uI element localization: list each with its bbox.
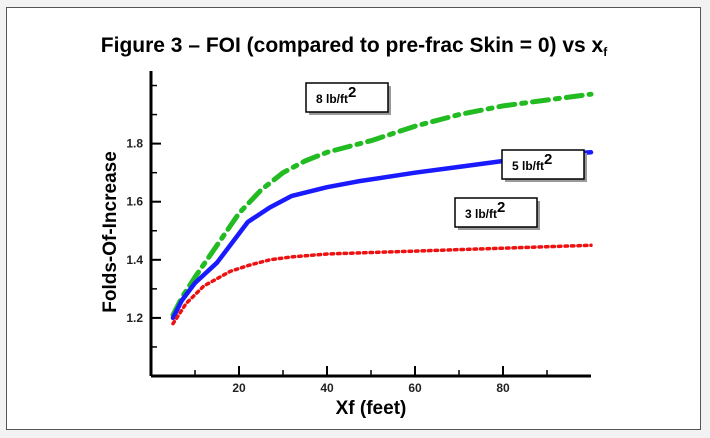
series-line-1 — [170, 91, 594, 318]
y-tick-label: 1.2 — [126, 311, 143, 325]
series-line-3 — [171, 243, 593, 326]
series-layer — [170, 91, 594, 326]
series-annotation-2: 5 lb/ft2 — [501, 149, 587, 182]
annotation-layer: 8 lb/ft2 5 lb/ft2 3 lb/ft2 — [305, 82, 587, 230]
axes: 20 40 60 80 1.2 1.4 1.6 1.8 — [126, 71, 591, 395]
annotation-box — [501, 149, 585, 180]
series-annotation-1: 8 lb/ft2 — [305, 82, 391, 115]
y-axis-label: Folds-Of-Increase — [100, 151, 121, 313]
annotation-label: 3 lb/ft2 — [465, 199, 505, 221]
x-axis-label: Xf (feet) — [336, 398, 407, 419]
y-tick-label: 1.6 — [126, 195, 143, 209]
x-tick-label: 40 — [320, 381, 334, 395]
x-tick-label: 80 — [496, 381, 510, 395]
annotation-box — [305, 82, 389, 113]
x-tick-label: 20 — [232, 381, 246, 395]
annotation-label: 5 lb/ft2 — [512, 151, 552, 173]
x-tick-label: 60 — [408, 381, 422, 395]
annotation-box — [454, 197, 538, 228]
chart-title: Figure 3 – FOI (compared to pre-frac Ski… — [101, 34, 608, 59]
y-tick-label: 1.8 — [126, 137, 143, 151]
series-line-2 — [170, 150, 594, 321]
chart-title-subscript: f — [603, 45, 608, 59]
chart-title-main: Figure 3 – FOI (compared to pre-frac Ski… — [101, 34, 604, 57]
y-tick-label: 1.4 — [126, 253, 143, 267]
annotation-label: 8 lb/ft2 — [316, 84, 356, 106]
series-annotation-3: 3 lb/ft2 — [454, 197, 540, 230]
